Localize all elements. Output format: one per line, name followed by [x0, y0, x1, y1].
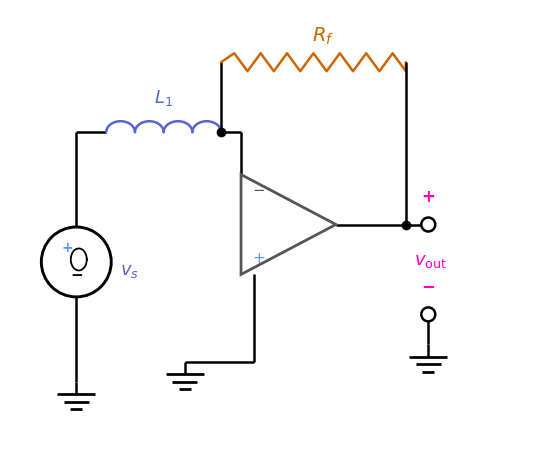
Text: +: + — [61, 241, 73, 255]
Circle shape — [41, 227, 112, 297]
Polygon shape — [241, 175, 336, 274]
Text: −: − — [252, 183, 265, 198]
Text: +: + — [252, 251, 265, 266]
Text: $v_{\rm out}$: $v_{\rm out}$ — [415, 252, 447, 270]
Text: $v_s$: $v_s$ — [120, 262, 139, 280]
Text: −: − — [70, 268, 83, 283]
Circle shape — [421, 217, 436, 232]
Text: −: − — [421, 277, 435, 296]
Text: $L_1$: $L_1$ — [154, 88, 173, 108]
Text: +: + — [421, 188, 435, 206]
Circle shape — [421, 307, 436, 321]
Text: $R_f$: $R_f$ — [312, 26, 335, 47]
